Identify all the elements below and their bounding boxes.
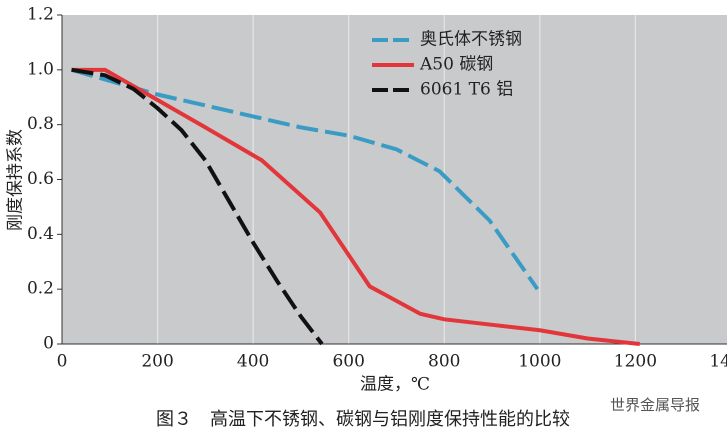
y-tick-label: 1.0 [27,59,54,79]
legend-label: 6061 T6 铝 [420,80,513,100]
y-tick-label: 0.2 [27,279,54,299]
x-tick-label: 800 [428,352,460,372]
series-line [71,67,640,346]
y-tick-label: 1.2 [27,5,54,25]
x-tick-label: 0 [57,352,68,372]
x-tick-label: 1200 [614,352,657,372]
caption: 图３ 高温下不锈钢、碳钢与铝刚度保持性能的比较 [156,409,570,430]
y-axis-label: 刚度保持系数 [6,129,26,231]
y-tick-label: 0.6 [27,169,54,189]
y-tick-label: 0 [43,334,54,354]
series-line [71,67,324,346]
y-tick-label: 0.4 [27,224,54,244]
x-tick-label: 1000 [518,352,561,372]
plot-area [62,15,727,344]
watermark: 世界金属导报 [610,396,700,414]
x-tick-label: 200 [141,352,173,372]
x-tick-label: 600 [332,352,364,372]
y-tick-label: 0.8 [27,114,54,134]
x-axis-label: 温度，℃ [360,375,430,395]
legend-label: A50 碳钢 [419,55,493,75]
legend-label: 奥氏体不锈钢 [420,30,522,50]
x-tick-label: 400 [237,352,269,372]
